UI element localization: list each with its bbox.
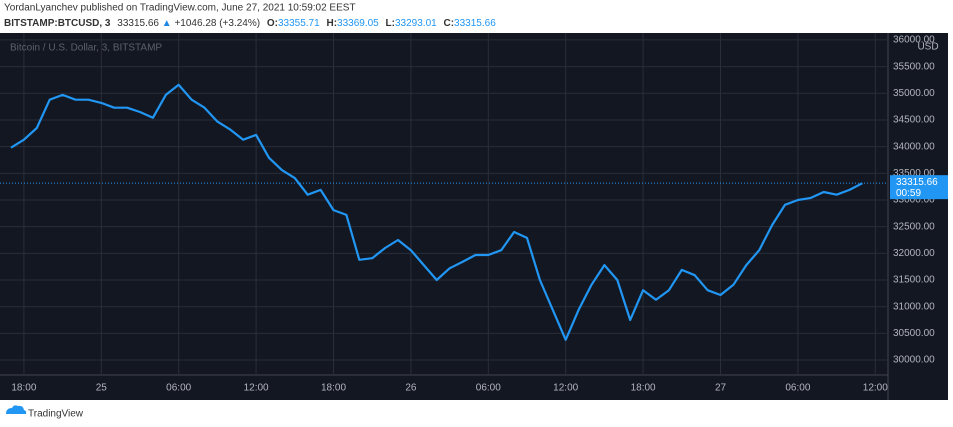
y-tick-label: 30000.00: [893, 355, 935, 366]
x-tick-label: 06:00: [476, 383, 501, 394]
x-tick-label: 18:00: [11, 383, 36, 394]
price-tag-label: 33315.66: [896, 177, 938, 188]
price-tag: [890, 175, 948, 200]
o-value: 33355.71: [278, 18, 320, 29]
brand-logo: [6, 405, 27, 414]
x-tick-label: 06:00: [785, 383, 810, 394]
chart-legend: Bitcoin / U.S. Dollar, 3, BITSTAMP: [10, 43, 162, 54]
c-label: C:: [443, 18, 454, 29]
plot: [0, 83, 888, 341]
h-label: H:: [326, 18, 337, 29]
chart-background: [0, 33, 948, 400]
y-tick-label: 32000.00: [893, 248, 935, 259]
x-tick-label: 27: [715, 383, 727, 394]
arrow: ▲: [162, 18, 172, 29]
x-tick-label: 18:00: [631, 383, 656, 394]
y-tick-label: 31500.00: [893, 275, 935, 286]
last-price: 33315.66: [117, 18, 159, 29]
x-tick-label: 12:00: [863, 383, 888, 394]
y-tick-label: 30500.00: [893, 328, 935, 339]
l-value: 33293.01: [395, 18, 437, 29]
o-label: O:: [267, 18, 278, 29]
x-tick-label: 06:00: [166, 383, 191, 394]
currency-label: USD: [917, 42, 938, 53]
x-tick-label: 18:00: [321, 383, 346, 394]
y-tick-label: 35000.00: [893, 88, 935, 99]
y-tick-label: 32500.00: [893, 221, 935, 232]
symbol: BITSTAMP:BTCUSD, 3: [4, 18, 111, 29]
ohlc-line: BITSTAMP:BTCUSD, 3 33315.66 ▲ +1046.28 (…: [4, 18, 496, 29]
price-line: [10, 83, 863, 341]
y-tick-label: 31000.00: [893, 301, 935, 312]
x-tick-label: 12:00: [244, 383, 269, 394]
x-tick-label: 12:00: [553, 383, 578, 394]
x-tick-label: 26: [405, 383, 417, 394]
y-tick-label: 33500.00: [893, 168, 935, 179]
l-label: L:: [386, 18, 395, 29]
grid: [0, 33, 888, 375]
brand: TradingView: [28, 409, 84, 420]
logo-cloud: [6, 405, 27, 414]
y-tick-label: 35500.00: [893, 61, 935, 72]
publisher: YordanLyanchev published on TradingView.…: [4, 3, 356, 14]
countdown: 00:59: [896, 188, 921, 199]
y-tick-label: 34000.00: [893, 141, 935, 152]
c-value: 33315.66: [454, 18, 496, 29]
y-tick-label: 33000.00: [893, 195, 935, 206]
change: +1046.28 (+3.24%): [174, 18, 260, 29]
x-tick-label: 25: [96, 383, 108, 394]
y-tick-label: 36000.00: [893, 35, 935, 46]
y-tick-label: 34500.00: [893, 115, 935, 126]
h-value: 33369.05: [337, 18, 379, 29]
